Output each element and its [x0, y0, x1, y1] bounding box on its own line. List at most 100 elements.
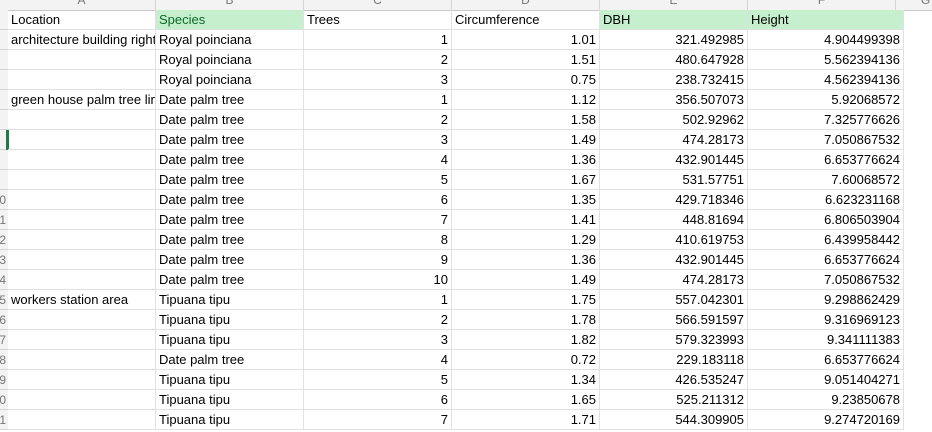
dbh-cell[interactable]: 448.81694	[600, 210, 748, 230]
species-cell[interactable]: Date palm tree	[156, 350, 304, 370]
height-cell[interactable]: 5.562394136	[748, 50, 904, 70]
height-cell[interactable]: 9.341111383	[748, 330, 904, 350]
trees-cell[interactable]: 8	[304, 230, 452, 250]
trees-cell[interactable]: 4	[304, 150, 452, 170]
dbh-cell[interactable]: 531.57751	[600, 170, 748, 190]
location-cell[interactable]	[8, 370, 156, 390]
row-number[interactable]: 1	[0, 410, 8, 430]
circumference-cell[interactable]: 0.75	[452, 70, 600, 90]
circumference-cell[interactable]: 1.82	[452, 330, 600, 350]
height-cell[interactable]: 9.23850678	[748, 390, 904, 410]
dbh-cell[interactable]: 356.507073	[600, 90, 748, 110]
species-cell[interactable]: Tipuana tipu	[156, 310, 304, 330]
trees-cell[interactable]: 1	[304, 90, 452, 110]
row-number[interactable]	[0, 70, 8, 90]
dbh-cell[interactable]: 426.535247	[600, 370, 748, 390]
column-header-a[interactable]: A	[8, 0, 156, 10]
column-header-f[interactable]: F	[748, 0, 896, 10]
height-cell[interactable]: 6.653776624	[748, 250, 904, 270]
trees-cell[interactable]: 2	[304, 50, 452, 70]
circumference-cell[interactable]: 1.75	[452, 290, 600, 310]
location-cell[interactable]	[8, 190, 156, 210]
species-cell[interactable]: Royal poinciana	[156, 50, 304, 70]
height-cell[interactable]: 9.274720169	[748, 410, 904, 430]
column-header-c[interactable]: C	[304, 0, 452, 10]
location-cell[interactable]	[8, 230, 156, 250]
circumference-cell[interactable]: 1.36	[452, 150, 600, 170]
species-cell[interactable]: Date palm tree	[156, 110, 304, 130]
location-cell[interactable]	[8, 130, 156, 150]
height-cell[interactable]: 5.92068572	[748, 90, 904, 110]
column-header-e[interactable]: E	[600, 0, 748, 10]
header-location[interactable]: Location	[8, 10, 156, 30]
location-cell[interactable]	[8, 110, 156, 130]
location-cell[interactable]	[8, 70, 156, 90]
species-cell[interactable]: Date palm tree	[156, 90, 304, 110]
location-cell[interactable]	[8, 50, 156, 70]
species-cell[interactable]: Tipuana tipu	[156, 410, 304, 430]
dbh-cell[interactable]: 410.619753	[600, 230, 748, 250]
location-cell[interactable]	[8, 350, 156, 370]
height-cell[interactable]: 9.298862429	[748, 290, 904, 310]
circumference-cell[interactable]: 1.01	[452, 30, 600, 50]
circumference-cell[interactable]: 1.51	[452, 50, 600, 70]
species-cell[interactable]: Date palm tree	[156, 130, 304, 150]
dbh-cell[interactable]: 474.28173	[600, 270, 748, 290]
height-cell[interactable]: 7.60068572	[748, 170, 904, 190]
column-header-b[interactable]: B	[156, 0, 304, 10]
trees-cell[interactable]: 3	[304, 130, 452, 150]
location-cell[interactable]: architecture building right	[8, 30, 156, 50]
species-cell[interactable]: Date palm tree	[156, 270, 304, 290]
species-cell[interactable]: Royal poinciana	[156, 70, 304, 90]
species-cell[interactable]: Tipuana tipu	[156, 390, 304, 410]
circumference-cell[interactable]: 1.78	[452, 310, 600, 330]
location-cell[interactable]	[8, 150, 156, 170]
dbh-cell[interactable]: 480.647928	[600, 50, 748, 70]
species-cell[interactable]: Date palm tree	[156, 170, 304, 190]
header-circumference[interactable]: Circumference	[452, 10, 600, 30]
location-cell[interactable]: workers station area	[8, 290, 156, 310]
row-number[interactable]: 4	[0, 270, 8, 290]
location-cell[interactable]	[8, 170, 156, 190]
trees-cell[interactable]: 6	[304, 390, 452, 410]
height-cell[interactable]: 9.316969123	[748, 310, 904, 330]
row-number[interactable]: 8	[0, 350, 8, 370]
species-cell[interactable]: Royal poinciana	[156, 30, 304, 50]
row-number[interactable]	[0, 50, 8, 70]
trees-cell[interactable]: 3	[304, 330, 452, 350]
trees-cell[interactable]: 6	[304, 190, 452, 210]
trees-cell[interactable]: 7	[304, 410, 452, 430]
circumference-cell[interactable]: 1.12	[452, 90, 600, 110]
dbh-cell[interactable]: 525.211312	[600, 390, 748, 410]
header-trees[interactable]: Trees	[304, 10, 452, 30]
row-number[interactable]	[0, 30, 8, 50]
dbh-cell[interactable]: 429.718346	[600, 190, 748, 210]
height-cell[interactable]: 7.050867532	[748, 130, 904, 150]
row-number[interactable]	[0, 10, 8, 30]
dbh-cell[interactable]: 557.042301	[600, 290, 748, 310]
location-cell[interactable]	[8, 210, 156, 230]
trees-cell[interactable]: 10	[304, 270, 452, 290]
species-cell[interactable]: Date palm tree	[156, 250, 304, 270]
row-number[interactable]: 6	[0, 310, 8, 330]
height-cell[interactable]: 7.050867532	[748, 270, 904, 290]
location-cell[interactable]	[8, 330, 156, 350]
circumference-cell[interactable]: 1.29	[452, 230, 600, 250]
dbh-cell[interactable]: 432.901445	[600, 150, 748, 170]
dbh-cell[interactable]: 474.28173	[600, 130, 748, 150]
species-cell[interactable]: Date palm tree	[156, 230, 304, 250]
species-cell[interactable]: Tipuana tipu	[156, 330, 304, 350]
circumference-cell[interactable]: 1.49	[452, 270, 600, 290]
location-cell[interactable]	[8, 390, 156, 410]
header-dbh[interactable]: DBH	[600, 10, 748, 30]
circumference-cell[interactable]: 1.67	[452, 170, 600, 190]
column-header-d[interactable]: D	[452, 0, 600, 10]
row-number[interactable]	[0, 170, 8, 190]
dbh-cell[interactable]: 544.309905	[600, 410, 748, 430]
dbh-cell[interactable]: 321.492985	[600, 30, 748, 50]
height-cell[interactable]: 7.325776626	[748, 110, 904, 130]
circumference-cell[interactable]: 1.65	[452, 390, 600, 410]
trees-cell[interactable]: 1	[304, 290, 452, 310]
dbh-cell[interactable]: 238.732415	[600, 70, 748, 90]
